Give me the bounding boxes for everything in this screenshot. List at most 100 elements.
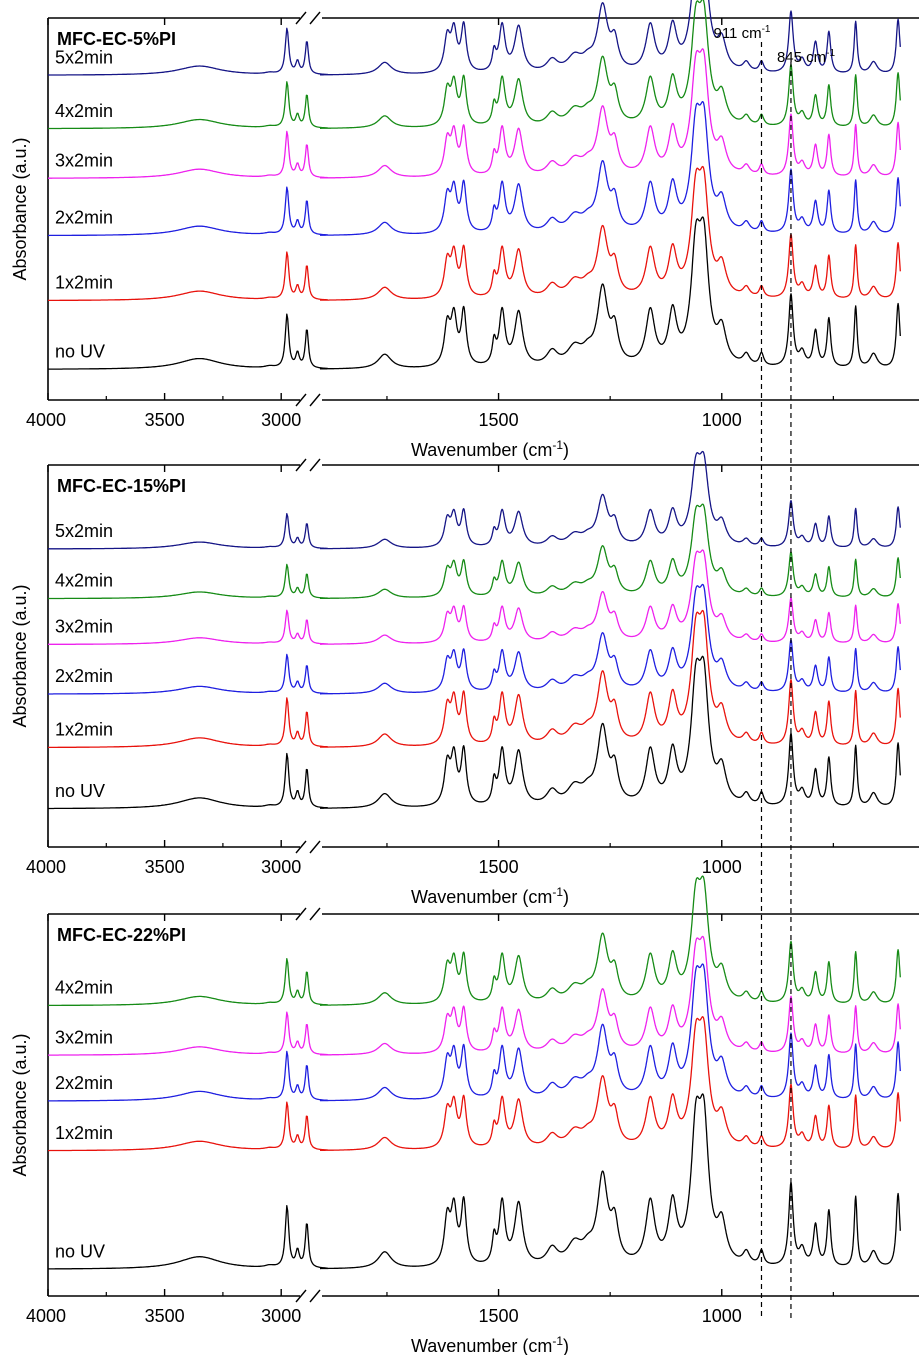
series-3x2min: 3x2min <box>48 549 901 645</box>
x-tick-label: 3000 <box>261 1306 301 1326</box>
x-axis-label-main: Wavenumber (cm <box>411 440 552 460</box>
x-axis-label-sup: -1 <box>552 885 563 899</box>
series-line <box>48 48 901 179</box>
series-line <box>48 875 901 1007</box>
series-3x2min: 3x2min <box>48 935 901 1056</box>
series-label: no UV <box>55 781 105 801</box>
series-line <box>48 583 901 695</box>
series-label: 2x2min <box>55 208 113 228</box>
x-tick-label: 3500 <box>145 1306 185 1326</box>
series-line <box>48 1016 901 1152</box>
bottom-axis-break-mark <box>295 393 321 407</box>
reference-label-main: 911 cm <box>713 25 761 42</box>
x-tick-label: 4000 <box>26 1306 66 1326</box>
x-axis-label-main: Wavenumber (cm <box>411 887 552 907</box>
reference-line-911: 911 cm-1 <box>713 24 771 1318</box>
x-axis-label-tail: ) <box>563 440 569 460</box>
x-tick-label: 1000 <box>702 857 742 877</box>
series-5x2min: 5x2min <box>48 0 901 76</box>
x-tick-label: 1000 <box>702 1306 742 1326</box>
panel-title: MFC-EC-15%PI <box>57 476 186 496</box>
bottom-axis-break-mark <box>295 1289 321 1303</box>
x-axis-label-tail: ) <box>563 887 569 907</box>
series-label: 3x2min <box>55 617 113 637</box>
bottom-axis-break-mark <box>295 840 321 854</box>
series-1x2min: 1x2min <box>48 609 901 749</box>
top-axis-break-mark <box>295 11 321 25</box>
series-label: 3x2min <box>55 150 113 170</box>
x-axis-label: Wavenumber (cm-1) <box>411 1334 569 1355</box>
series-label: 1x2min <box>55 720 113 740</box>
series-line <box>48 100 901 237</box>
series-no-uv: no UV <box>48 216 901 370</box>
series-no-uv: no UV <box>48 655 901 810</box>
series-2x2min: 2x2min <box>48 583 901 695</box>
series-line <box>48 1093 901 1270</box>
top-axis-break-mark <box>295 907 321 921</box>
x-axis-label-sup: -1 <box>552 438 563 452</box>
series-line <box>48 0 901 130</box>
series-label: 1x2min <box>55 273 113 293</box>
series-line <box>48 935 901 1056</box>
x-axis-label-main: Wavenumber (cm <box>411 1336 552 1355</box>
x-axis-label: Wavenumber (cm-1) <box>411 438 569 460</box>
reference-line-845: 845 cm-1 <box>777 48 836 1318</box>
series-label: 3x2min <box>55 1027 113 1047</box>
series-label: 1x2min <box>55 1123 113 1143</box>
series-1x2min: 1x2min <box>48 165 901 302</box>
reference-label-sup: -1 <box>826 48 835 59</box>
series-label: 4x2min <box>55 101 113 121</box>
series-no-uv: no UV <box>48 1093 901 1270</box>
series-label: 5x2min <box>55 521 113 541</box>
series-line <box>48 609 901 749</box>
reference-label: 911 cm-1 <box>713 24 770 42</box>
series-label: 4x2min <box>55 978 113 998</box>
y-axis-label: Absorbance (a.u.) <box>10 137 30 280</box>
series-label: 4x2min <box>55 571 113 591</box>
x-axis-label: Wavenumber (cm-1) <box>411 885 569 907</box>
series-4x2min: 4x2min <box>48 0 901 130</box>
series-label: 2x2min <box>55 666 113 686</box>
x-tick-label: 4000 <box>26 410 66 430</box>
reference-label-main: 845 cm <box>777 49 826 66</box>
x-axis-label-sup: -1 <box>552 1334 563 1348</box>
series-label: no UV <box>55 1241 105 1261</box>
panel-title: MFC-EC-22%PI <box>57 925 186 945</box>
x-tick-label: 1500 <box>479 1306 519 1326</box>
x-tick-label: 1500 <box>479 410 519 430</box>
reference-label-sup: -1 <box>762 24 771 35</box>
series-2x2min: 2x2min <box>48 963 901 1102</box>
top-axis-break-mark <box>295 458 321 472</box>
series-label: 5x2min <box>55 47 113 67</box>
x-tick-label: 3000 <box>261 410 301 430</box>
x-tick-label: 4000 <box>26 857 66 877</box>
y-axis-label: Absorbance (a.u.) <box>10 584 30 727</box>
series-label: no UV <box>55 341 105 361</box>
x-axis-label-tail: ) <box>563 1336 569 1355</box>
series-2x2min: 2x2min <box>48 100 901 237</box>
x-tick-label: 3500 <box>145 410 185 430</box>
series-line <box>48 216 901 370</box>
series-line <box>48 450 901 550</box>
series-label: 2x2min <box>55 1073 113 1093</box>
series-line <box>48 549 901 645</box>
chart-panel-2: 4000 3500 3000 1500 1000 Wavenumber (cm-1) Abs… <box>10 450 919 907</box>
series-1x2min: 1x2min <box>48 1016 901 1152</box>
series-4x2min: 4x2min <box>48 875 901 1007</box>
series-line <box>48 655 901 810</box>
series-3x2min: 3x2min <box>48 48 901 179</box>
reference-label: 845 cm-1 <box>777 48 836 66</box>
series-line <box>48 963 901 1102</box>
x-tick-label: 1500 <box>479 857 519 877</box>
panel-title: MFC-EC-5%PI <box>57 29 176 49</box>
series-4x2min: 4x2min <box>48 503 901 600</box>
y-axis-label: Absorbance (a.u.) <box>10 1033 30 1176</box>
series-line <box>48 0 901 76</box>
x-tick-label: 1000 <box>702 410 742 430</box>
series-line <box>48 165 901 302</box>
